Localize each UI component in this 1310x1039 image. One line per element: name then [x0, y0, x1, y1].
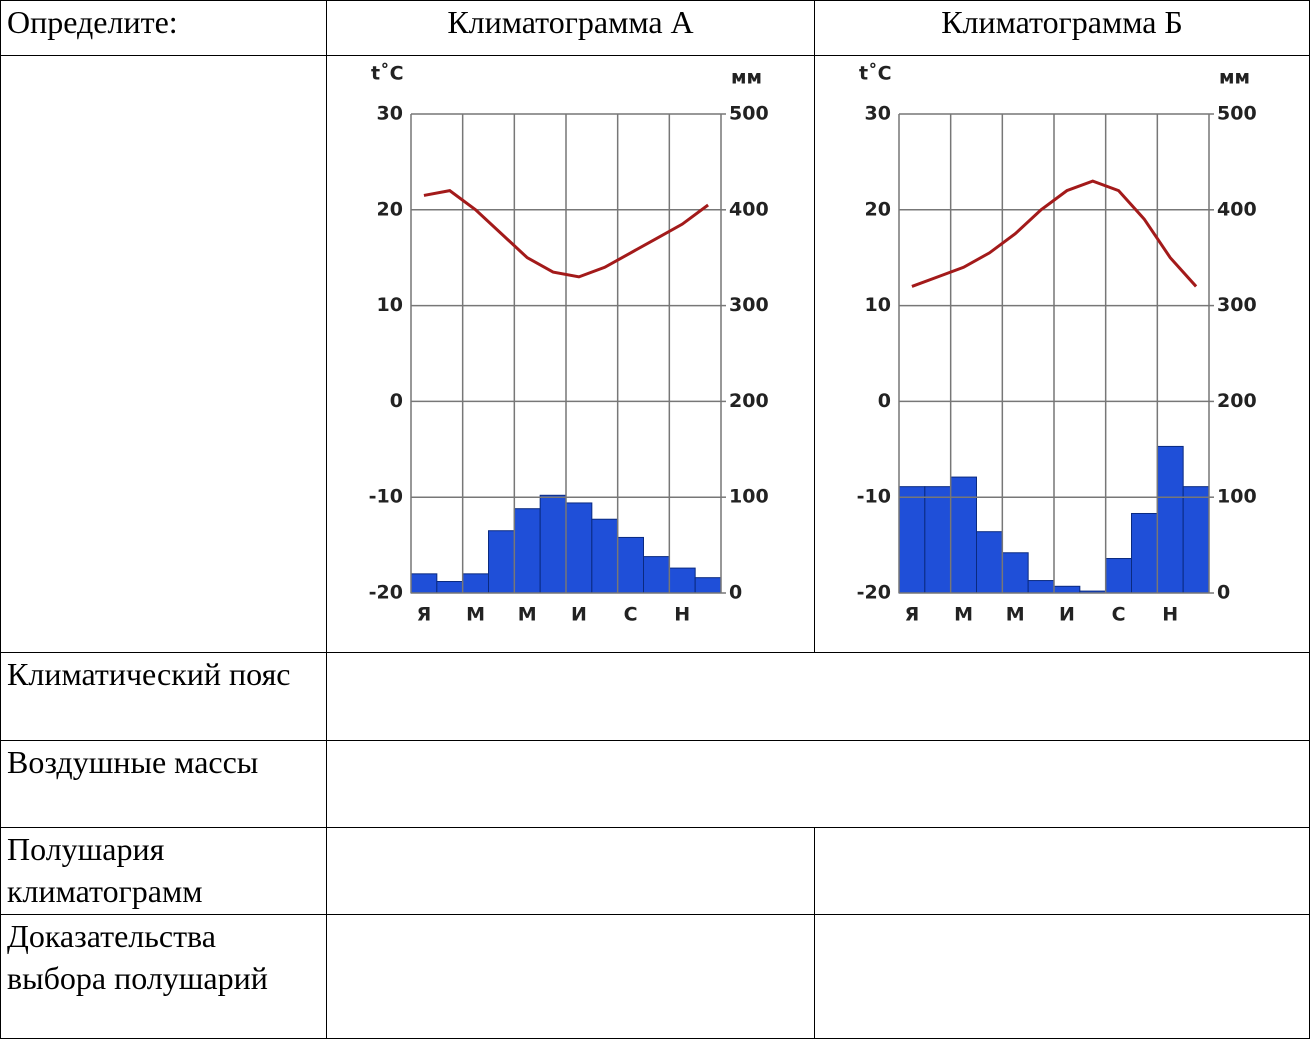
y-axis-label: t˚C: [371, 62, 404, 85]
precipitation-bar: [436, 581, 464, 594]
precipitation-bar: [591, 518, 619, 594]
precipitation-bar: [539, 494, 567, 594]
precipitation-bar: [1027, 580, 1055, 594]
precipitation-bar: [462, 573, 490, 594]
cell: [0, 55, 327, 653]
header-cell: Климатограмма А: [326, 0, 815, 56]
precipitation-bar: [976, 531, 1003, 594]
y-tick-label: 0: [878, 390, 891, 412]
y-tick-label: 30: [377, 103, 403, 125]
y-tick-label: 20: [865, 198, 891, 220]
cell: [326, 914, 815, 1039]
row-label: Климатический пояс: [0, 652, 327, 741]
precipitation-bar: [1001, 552, 1029, 594]
precipitation-bar: [694, 577, 722, 594]
header-cell: Определите:: [0, 0, 327, 56]
x-tick-label: Н: [674, 604, 690, 626]
y-tick-label: 10: [865, 294, 891, 316]
row-label: Доказательства выбора полушарий: [0, 914, 327, 1039]
y2-tick-label: 100: [729, 486, 769, 508]
x-tick-label: М: [518, 604, 537, 626]
x-tick-label: М: [1006, 604, 1025, 626]
row-label: Полушария климатограмм: [0, 827, 327, 915]
y2-tick-label: 0: [729, 582, 742, 604]
precipitation-bar: [1156, 445, 1184, 594]
x-tick-label: И: [1059, 604, 1075, 626]
precipitation-bar: [950, 476, 978, 594]
precipitation-bar: [898, 486, 926, 594]
chart-cell: t˚C мм -20 -10 0 10 20 30 0 100 200 300 400 500 Я М М И С Н: [814, 55, 1310, 653]
y2-tick-label: 200: [1217, 390, 1257, 412]
y-tick-label: 0: [390, 390, 403, 412]
precipitation-bar: [488, 530, 515, 594]
y2-tick-label: 100: [1217, 486, 1257, 508]
precipitation-bar: [668, 567, 696, 594]
x-tick-label: М: [954, 604, 973, 626]
y-tick-label: 30: [865, 103, 891, 125]
precipitation-bar: [513, 508, 541, 594]
y2-axis-label: мм: [1219, 67, 1250, 89]
y2-axis-label: мм: [731, 67, 762, 89]
cell: [326, 652, 1310, 741]
precipitation-bar: [1105, 558, 1132, 594]
cell: [814, 827, 1310, 915]
x-tick-label: Я: [417, 604, 432, 626]
precipitation-bar: [565, 502, 593, 594]
y2-tick-label: 200: [729, 390, 769, 412]
cell: [326, 740, 1310, 828]
precipitation-bar: [1131, 512, 1158, 594]
x-tick-label: М: [466, 604, 485, 626]
y2-tick-label: 300: [729, 294, 769, 316]
temperature-line: [423, 189, 709, 279]
x-tick-label: С: [1112, 604, 1126, 626]
y2-tick-label: 400: [1217, 198, 1257, 220]
x-tick-label: И: [571, 604, 587, 626]
y-tick-label: -20: [369, 582, 403, 604]
cell: [814, 914, 1310, 1039]
header-cell: Климатограмма Б: [814, 0, 1310, 56]
cell: [326, 827, 815, 915]
precipitation-bar: [643, 556, 670, 594]
y2-tick-label: 400: [729, 198, 769, 220]
y-axis-label: t˚C: [859, 62, 892, 85]
x-tick-label: Н: [1162, 604, 1178, 626]
y2-tick-label: 0: [1217, 582, 1230, 604]
y-tick-label: -10: [857, 486, 891, 508]
precipitation-bar: [1182, 486, 1210, 594]
x-tick-label: С: [624, 604, 638, 626]
y2-tick-label: 500: [729, 103, 769, 125]
y2-tick-label: 300: [1217, 294, 1257, 316]
y-tick-label: 20: [377, 198, 403, 220]
temperature-line: [911, 179, 1198, 288]
y-tick-label: -10: [369, 486, 403, 508]
precipitation-bar: [1053, 585, 1081, 594]
x-tick-label: Я: [905, 604, 920, 626]
y2-tick-label: 500: [1217, 103, 1257, 125]
row-label: Воздушные массы: [0, 740, 327, 828]
chart-cell: t˚C мм -20 -10 0 10 20 30 0 100 200 300 400 500 Я М М И С Н: [326, 55, 815, 653]
y-tick-label: -20: [857, 582, 891, 604]
precipitation-bar: [617, 536, 644, 594]
y-tick-label: 10: [377, 294, 403, 316]
precipitation-bar: [410, 573, 438, 594]
precipitation-bar: [924, 486, 952, 594]
